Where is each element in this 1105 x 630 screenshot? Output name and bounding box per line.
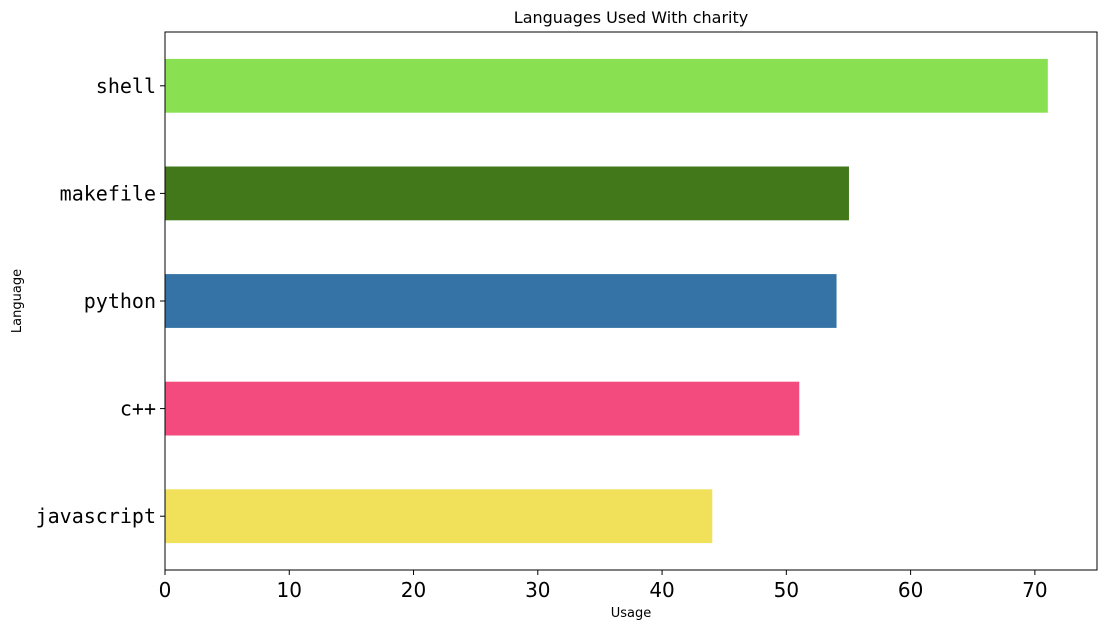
bars-group	[165, 58, 1048, 544]
chart-title: Languages Used With charity	[514, 8, 748, 27]
x-tick-label: 40	[649, 578, 674, 602]
bar-javascript	[165, 489, 713, 544]
bar-python	[165, 274, 837, 328]
x-tick-label: 50	[774, 578, 799, 602]
x-tick-label: 20	[401, 578, 426, 602]
y-axis-ticks: javascript c++ python makefile shell	[36, 74, 165, 528]
x-axis-ticks: 0 10 20 30 40 50 60 70	[159, 570, 1048, 602]
y-tick-label: python	[84, 289, 156, 313]
x-tick-label: 30	[525, 578, 550, 602]
y-tick-label: c++	[120, 397, 156, 421]
bar-shell	[165, 58, 1048, 113]
y-tick-label: makefile	[60, 181, 156, 205]
y-tick-label: javascript	[36, 504, 156, 528]
x-tick-label: 70	[1022, 578, 1047, 602]
x-axis-label: Usage	[611, 606, 652, 621]
bar-makefile	[165, 166, 849, 221]
x-tick-label: 10	[277, 578, 302, 602]
y-tick-label: shell	[96, 74, 156, 98]
x-tick-label: 60	[898, 578, 923, 602]
y-axis-label: Language	[10, 269, 25, 333]
bar-c	[165, 381, 800, 436]
x-tick-label: 0	[159, 578, 172, 602]
